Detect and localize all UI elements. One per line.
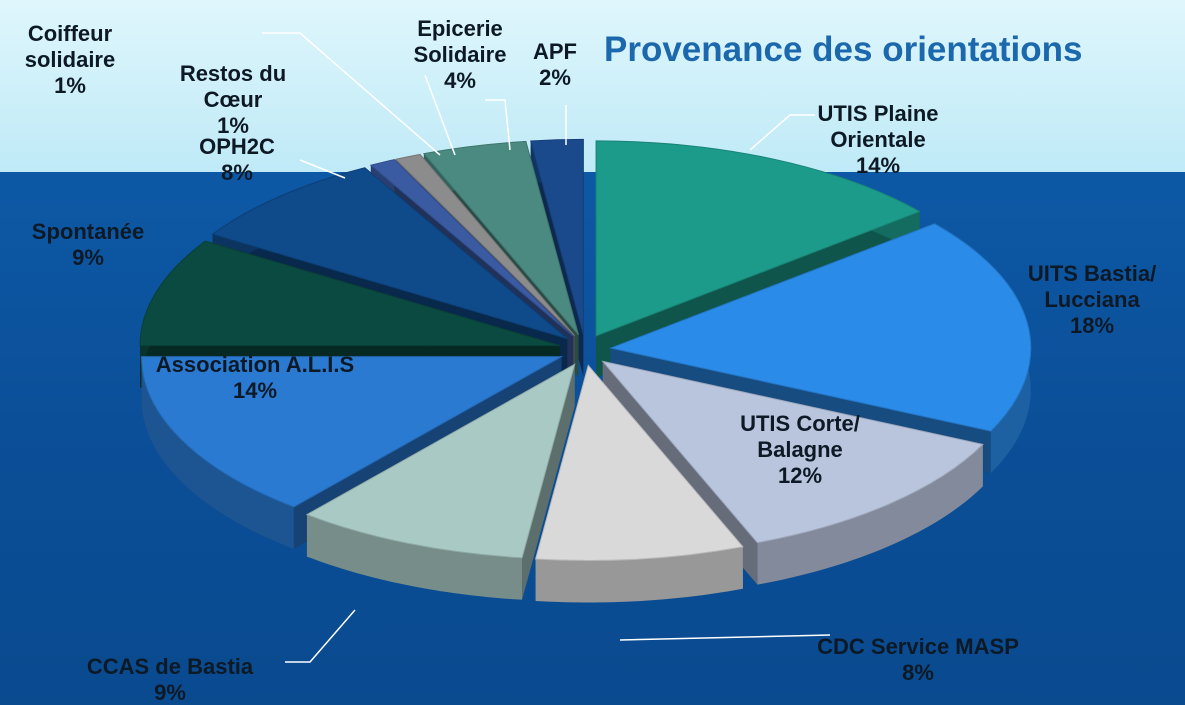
category-label: UTIS Corte/ Balagne	[740, 411, 860, 462]
slice-label: Spontanée 9%	[8, 219, 168, 271]
slice-label: UTIS Corte/ Balagne 12%	[710, 411, 890, 489]
leader-lines	[262, 32, 831, 663]
category-label: CCAS de Bastia	[86, 654, 254, 679]
value-label: 9%	[72, 245, 104, 270]
slice-side	[141, 356, 294, 549]
category-label: Coiffeur solidaire	[24, 21, 116, 72]
category-label: Epicerie Solidaire	[413, 16, 507, 67]
value-label: 8%	[902, 660, 934, 685]
slice-label: Association A.L.I.S 14%	[155, 352, 355, 404]
leader-line	[619, 634, 831, 641]
category-label: Association A.L.I.S	[155, 352, 355, 377]
value-label: 9%	[154, 680, 186, 705]
slice	[140, 356, 564, 508]
leader-line	[749, 114, 815, 151]
slice	[305, 363, 576, 559]
category-label: UITS Bastia/ Lucciana	[1027, 261, 1157, 312]
slice-label: Coiffeur solidaire 1%	[10, 21, 130, 99]
leader-line	[285, 609, 356, 663]
slice-label: Restos du Cœur 1%	[163, 61, 303, 139]
slice-group	[534, 364, 744, 603]
category-label: APF	[533, 39, 577, 64]
slice-label: Epicerie Solidaire 4%	[390, 16, 530, 94]
category-label: UTIS Plaine Orientale	[817, 101, 939, 152]
value-label: 14%	[232, 378, 278, 403]
slice-label: UITS Bastia/ Lucciana 18%	[997, 261, 1185, 339]
slice	[422, 140, 580, 336]
slice-label: OPH2C 8%	[167, 134, 307, 186]
value-label: 18%	[1069, 313, 1115, 338]
slice	[609, 223, 1032, 432]
category-label: CDC Service MASP	[817, 634, 1019, 659]
leader-line	[299, 159, 346, 179]
slice	[534, 364, 744, 561]
value-label: 14%	[855, 153, 901, 178]
chart-title: Provenance des orientations	[604, 30, 1083, 69]
slice	[530, 138, 584, 335]
slice	[595, 140, 921, 337]
header-band	[0, 0, 1185, 172]
slice-group	[305, 363, 576, 600]
slice	[601, 360, 984, 544]
slice	[139, 240, 561, 347]
value-label: 8%	[221, 160, 253, 185]
value-label: 12%	[777, 463, 823, 488]
slice	[394, 153, 576, 337]
value-label: 1%	[217, 113, 249, 138]
slice-label: UTIS Plaine Orientale 14%	[803, 101, 953, 179]
slice-side	[522, 364, 575, 600]
leader-line	[262, 32, 441, 156]
value-label: 4%	[444, 68, 476, 93]
slice-side	[757, 444, 983, 585]
value-label: 1%	[54, 73, 86, 98]
slice	[369, 159, 574, 337]
value-label: 2%	[539, 65, 571, 90]
category-label: Spontanée	[31, 219, 145, 244]
leader-line	[424, 74, 456, 156]
slice	[211, 167, 568, 340]
category-label: OPH2C	[199, 134, 275, 159]
slice-label: CCAS de Bastia 9%	[20, 654, 320, 705]
slice-label: APF 2%	[515, 39, 595, 91]
slice-side	[306, 514, 523, 600]
category-label: Restos du Cœur	[179, 61, 287, 112]
slice-label: CDC Service MASP 8%	[808, 634, 1028, 686]
leader-line	[485, 99, 511, 151]
